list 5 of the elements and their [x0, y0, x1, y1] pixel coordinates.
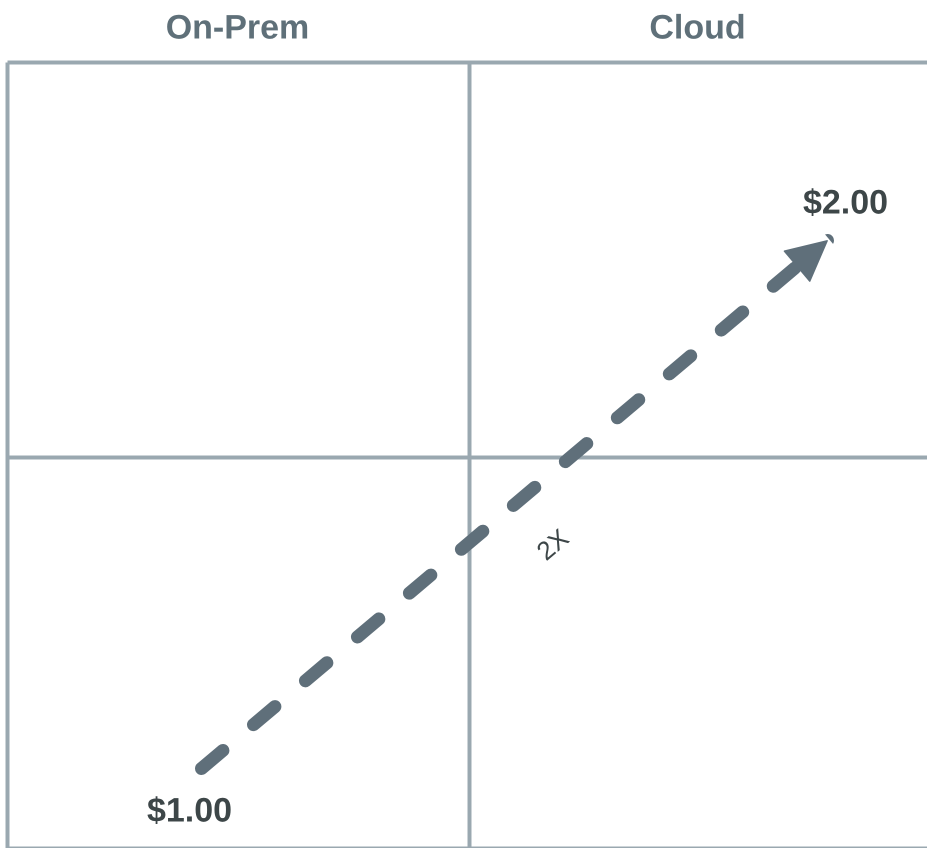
category-label: Cloud [649, 8, 746, 46]
data-label: $1.00 [146, 792, 232, 830]
text: 2X [530, 522, 574, 566]
category-label: On-Prem [166, 8, 310, 46]
data-label: $2.00 [802, 184, 888, 222]
